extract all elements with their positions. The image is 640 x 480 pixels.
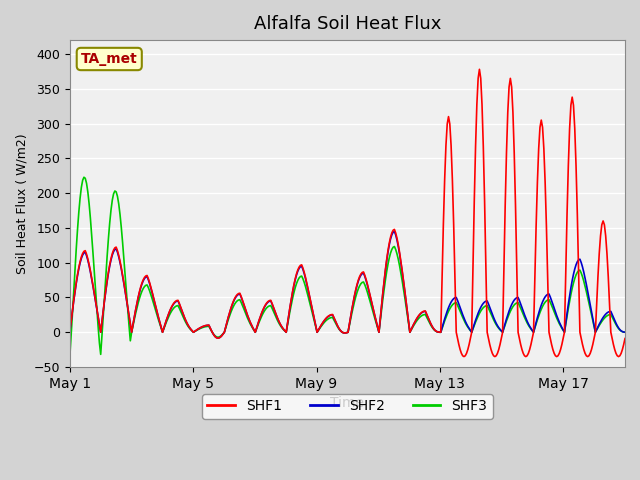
SHF2 xyxy=(496,326,504,332)
SHF2 xyxy=(508,302,515,308)
SHF2 xyxy=(108,252,116,258)
Line: SHF3: SHF3 xyxy=(70,177,625,358)
SHF1 xyxy=(621,336,629,341)
Line: SHF1: SHF1 xyxy=(70,69,625,357)
SHF3 xyxy=(495,325,502,331)
SHF1 xyxy=(388,230,396,236)
Legend: SHF1, SHF2, SHF3: SHF1, SHF2, SHF3 xyxy=(202,394,493,419)
SHF1 xyxy=(577,336,585,341)
SHF1 xyxy=(460,354,468,360)
X-axis label: Time: Time xyxy=(330,396,364,410)
SHF2 xyxy=(214,335,222,341)
SHF2 xyxy=(66,329,74,335)
SHF1 xyxy=(508,84,515,90)
SHF3 xyxy=(66,355,74,360)
Y-axis label: Soil Heat Flux ( W/m2): Soil Heat Flux ( W/m2) xyxy=(15,133,28,274)
SHF3 xyxy=(80,174,88,180)
SHF2 xyxy=(389,229,397,235)
SHF3 xyxy=(506,309,514,314)
SHF2 xyxy=(454,298,461,303)
SHF1 xyxy=(451,274,459,279)
SHF3 xyxy=(389,244,397,250)
SHF3 xyxy=(621,329,629,335)
SHF3 xyxy=(576,267,584,273)
Title: Alfalfa Soil Heat Flux: Alfalfa Soil Heat Flux xyxy=(253,15,441,33)
SHF2 xyxy=(621,329,629,335)
SHF2 xyxy=(390,228,398,234)
SHF1 xyxy=(66,329,74,335)
Line: SHF2: SHF2 xyxy=(70,231,625,338)
SHF3 xyxy=(452,300,460,306)
SHF1 xyxy=(496,342,504,348)
SHF3 xyxy=(109,191,117,197)
Text: TA_met: TA_met xyxy=(81,52,138,66)
SHF1 xyxy=(108,251,116,256)
SHF2 xyxy=(577,260,585,265)
SHF1 xyxy=(476,66,483,72)
